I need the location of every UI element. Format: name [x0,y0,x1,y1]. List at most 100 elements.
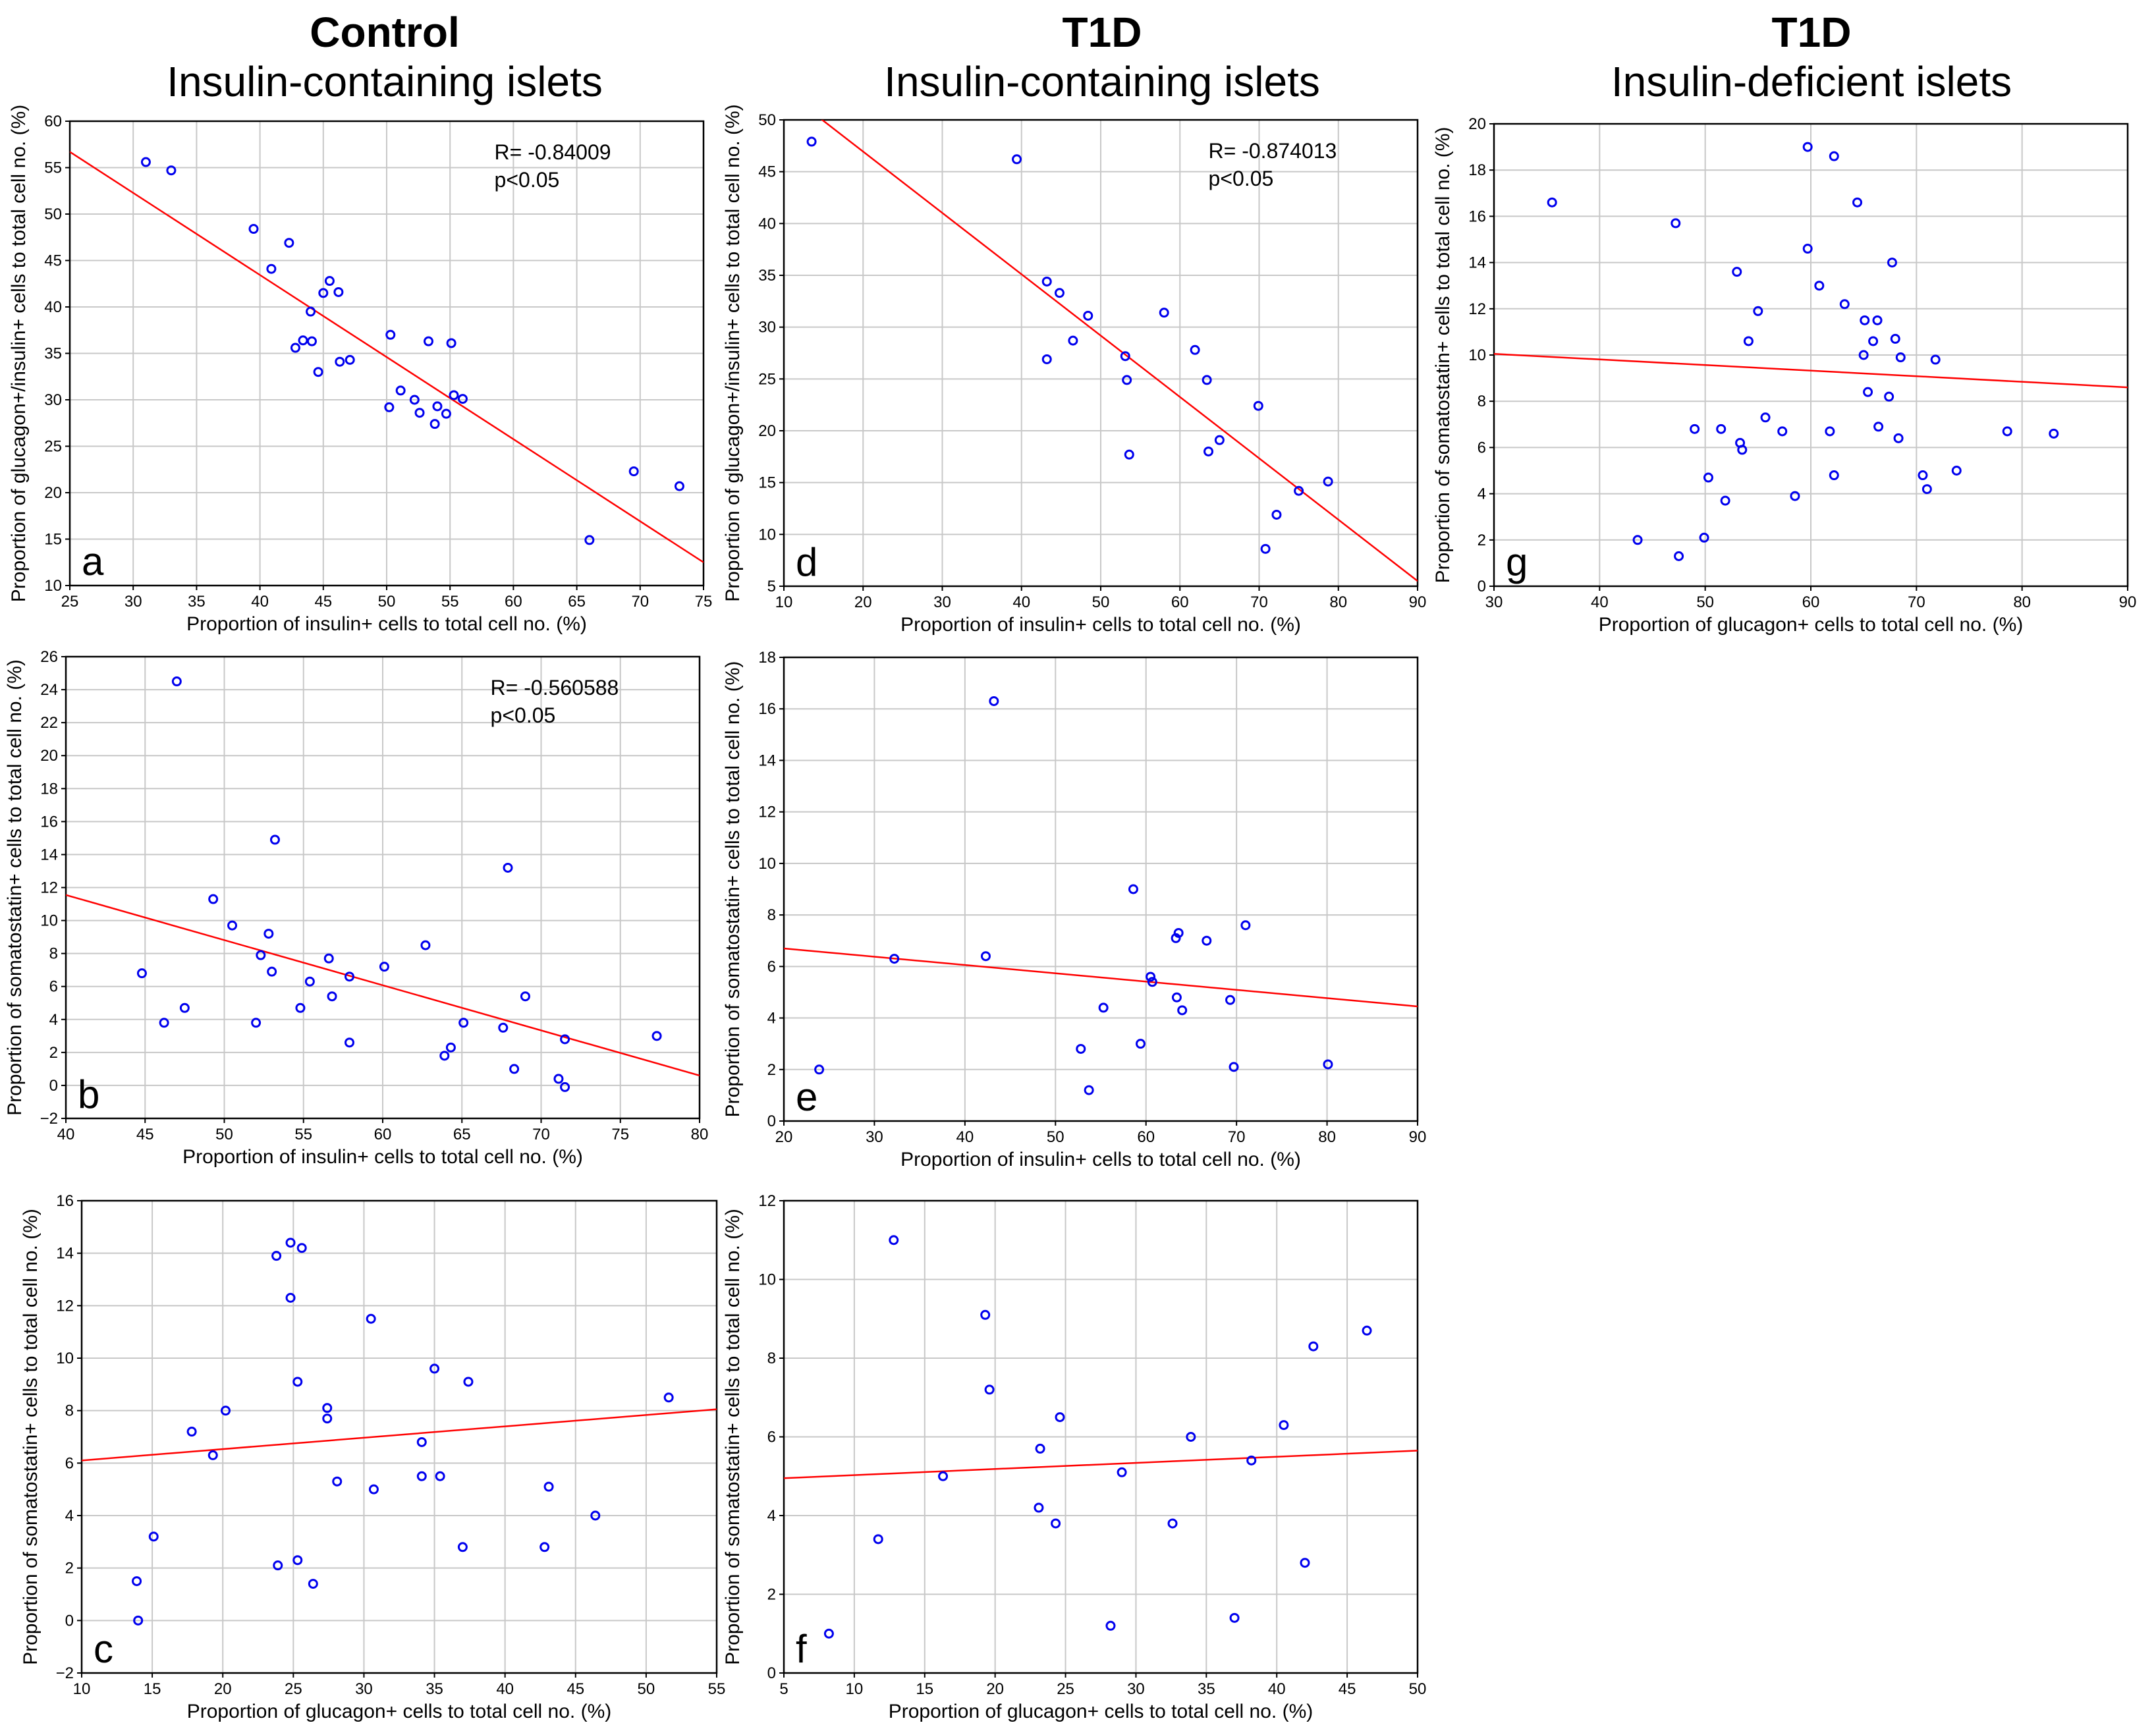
x-tick-label: 60 [1137,1128,1155,1146]
y-tick-label: 20 [758,422,776,440]
x-tick-label: 20 [854,593,872,611]
data-point [1083,310,1093,321]
data-point [1225,995,1236,1005]
data-point [1930,354,1941,365]
data-point [1076,1043,1086,1054]
data-point [590,1510,601,1521]
x-axis-label: Proportion of glucagon+ cells to total c… [187,1701,612,1722]
data-point [463,1377,474,1387]
data-point [1147,977,1157,987]
column-title-t1d-insulin-deficient: T1D Insulin-deficient islets [1482,8,2141,107]
data-point [1260,543,1271,554]
data-point [2049,428,2059,439]
column-subtitle: Insulin-deficient islets [1611,58,2012,105]
regression-line [821,120,1418,582]
data-point [1737,445,1748,455]
x-axis-label: Proportion of insulin+ cells to total ce… [900,1149,1301,1170]
data-point [429,419,440,429]
y-tick-label: 30 [44,391,62,409]
data-point [539,1542,550,1552]
data-point [441,408,451,419]
data-point [1868,336,1879,346]
data-point [1860,315,1870,325]
data-point [416,1437,427,1447]
y-tick-label: 45 [44,252,62,270]
y-tick-label: 8 [49,945,58,963]
chart-panel-g: 30 40 50 60 70 80 90 0 2 4 6 8 10 12 14 16 18 20 Proportio… [1432,115,2136,636]
data-point [1814,281,1825,291]
data-point [1802,244,1813,254]
data-point [306,336,317,346]
x-tick-label: 75 [611,1126,629,1143]
data-point [285,1292,296,1303]
data-point [1323,476,1333,487]
x-tick-label: 25 [1057,1680,1074,1698]
data-point [1308,1341,1319,1352]
data-point [560,1034,570,1045]
data-point [1279,1420,1289,1431]
data-point [457,394,468,404]
data-point [814,1064,825,1075]
y-tick-label: 18 [40,780,58,798]
data-point [295,1002,306,1013]
data-point [344,1037,354,1048]
data-point [1159,308,1169,318]
y-tick-label: 0 [1478,578,1486,595]
x-axis-label: Proportion of insulin+ cells to total ce… [182,1146,583,1168]
column-group-label: T1D [1771,9,1852,56]
panel-letter: c [94,1627,113,1671]
y-tick-label: 6 [49,978,58,996]
y-tick-label: −2 [40,1110,58,1128]
data-point [938,1471,949,1481]
data-point [1120,351,1130,362]
data-point [984,1384,995,1395]
data-point [1703,472,1713,483]
x-tick-label: 40 [1268,1680,1286,1698]
data-point [1863,387,1873,397]
y-tick-label: 4 [49,1011,58,1029]
y-tick-label: 2 [65,1560,74,1577]
panel-letter: f [796,1627,807,1671]
x-tick-label: 5 [779,1680,788,1698]
data-point [327,991,337,1002]
data-point [1122,375,1132,385]
data-point [1918,470,1928,481]
x-tick-label: 40 [1591,593,1609,611]
data-point [553,1074,564,1084]
data-point [458,1018,469,1028]
data-point [1829,151,1839,161]
y-tick-label: 0 [65,1612,74,1630]
data-point [366,1313,376,1324]
data-point [1839,299,1850,310]
data-point [429,1363,440,1374]
data-point [498,1022,509,1033]
chart-panel-f: 5 10 15 20 25 30 35 40 45 50 0 2 4 6 8 10 12 Proportion o… [722,1192,1426,1722]
panel-letter: e [796,1075,817,1119]
data-point [345,354,355,365]
data-point [520,991,530,1002]
y-tick-label: 8 [65,1402,74,1420]
data-point [1202,375,1212,385]
data-point [324,276,335,287]
y-tick-label: 50 [758,111,776,129]
data-point [980,1309,991,1320]
panel-letter: a [82,539,104,584]
data-point [335,356,345,367]
data-point [171,676,182,687]
data-point [1203,446,1214,456]
data-point [1177,1005,1188,1016]
data-point [1068,335,1078,346]
data-point [166,165,177,176]
x-tick-label: 30 [1127,1680,1145,1698]
data-point [1753,306,1763,316]
x-tick-label: 50 [1047,1128,1064,1146]
x-tick-label: 50 [1409,1680,1427,1698]
x-tick-label: 80 [1318,1128,1336,1146]
data-point [823,1628,834,1639]
x-tick-label: 55 [294,1126,312,1143]
data-point [1214,435,1225,445]
y-tick-label: 12 [758,1192,776,1210]
data-point [889,1235,899,1246]
y-tick-label: 4 [767,1507,776,1525]
